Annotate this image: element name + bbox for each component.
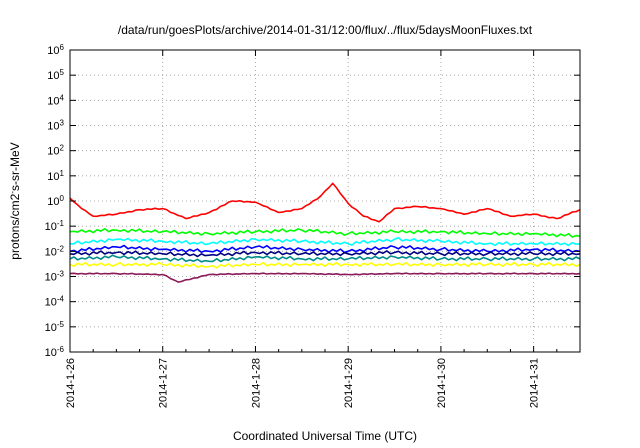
series-line-8: [69, 272, 581, 283]
x-tick-label: 2014-1-28: [250, 358, 262, 408]
y-tick-label: 100: [47, 194, 64, 209]
y-tick-labels: 106 105 104 103 102 101 100 10-1 10-2 10-3 10-4 10-…: [45, 43, 65, 360]
ticks: [69, 49, 580, 353]
y-tick-label: 10-5: [45, 319, 65, 334]
series-line-7: [69, 261, 581, 269]
x-tick-label: 2014-1-27: [158, 358, 170, 408]
y-tick-label: 106: [47, 43, 64, 58]
y-tick-label: 10-2: [45, 244, 65, 258]
chart-title: /data/run/goesPlots/archive/2014-01-31/1…: [118, 23, 533, 37]
y-tick-label: 101: [47, 168, 64, 183]
x-tick-label: 2014-1-26: [65, 358, 77, 408]
y-tick-label: 10-3: [45, 269, 65, 284]
series-line-2: [69, 227, 581, 238]
y-axis-label: protons/cm2-s-sr-MeV: [8, 142, 23, 259]
series-line-6: [69, 254, 581, 263]
y-tick-label: 10-1: [45, 219, 65, 234]
x-tick-labels: 2014-1-26 2014-1-27 2014-1-28 2014-1-29 2014…: [65, 358, 541, 408]
y-tick-label: 10-4: [45, 294, 65, 309]
series-line-3: [70, 236, 581, 247]
series-line-5: [69, 250, 581, 258]
y-tick-label: 103: [47, 118, 64, 133]
y-tick-label: 105: [47, 68, 64, 83]
x-tick-label: 2014-1-30: [436, 358, 448, 408]
series-line-4: [69, 244, 581, 254]
y-tick-label: 102: [47, 143, 64, 158]
x-tick-label: 2014-1-31: [529, 358, 541, 408]
grid: [70, 50, 580, 352]
y-tick-label: 10-6: [45, 345, 65, 360]
series-line-1: [69, 182, 581, 223]
x-tick-label: 2014-1-29: [343, 358, 355, 408]
x-axis-label: Coordinated Universal Time (UTC): [233, 429, 417, 443]
y-tick-label: 104: [47, 93, 64, 108]
series-layer: [69, 182, 581, 283]
